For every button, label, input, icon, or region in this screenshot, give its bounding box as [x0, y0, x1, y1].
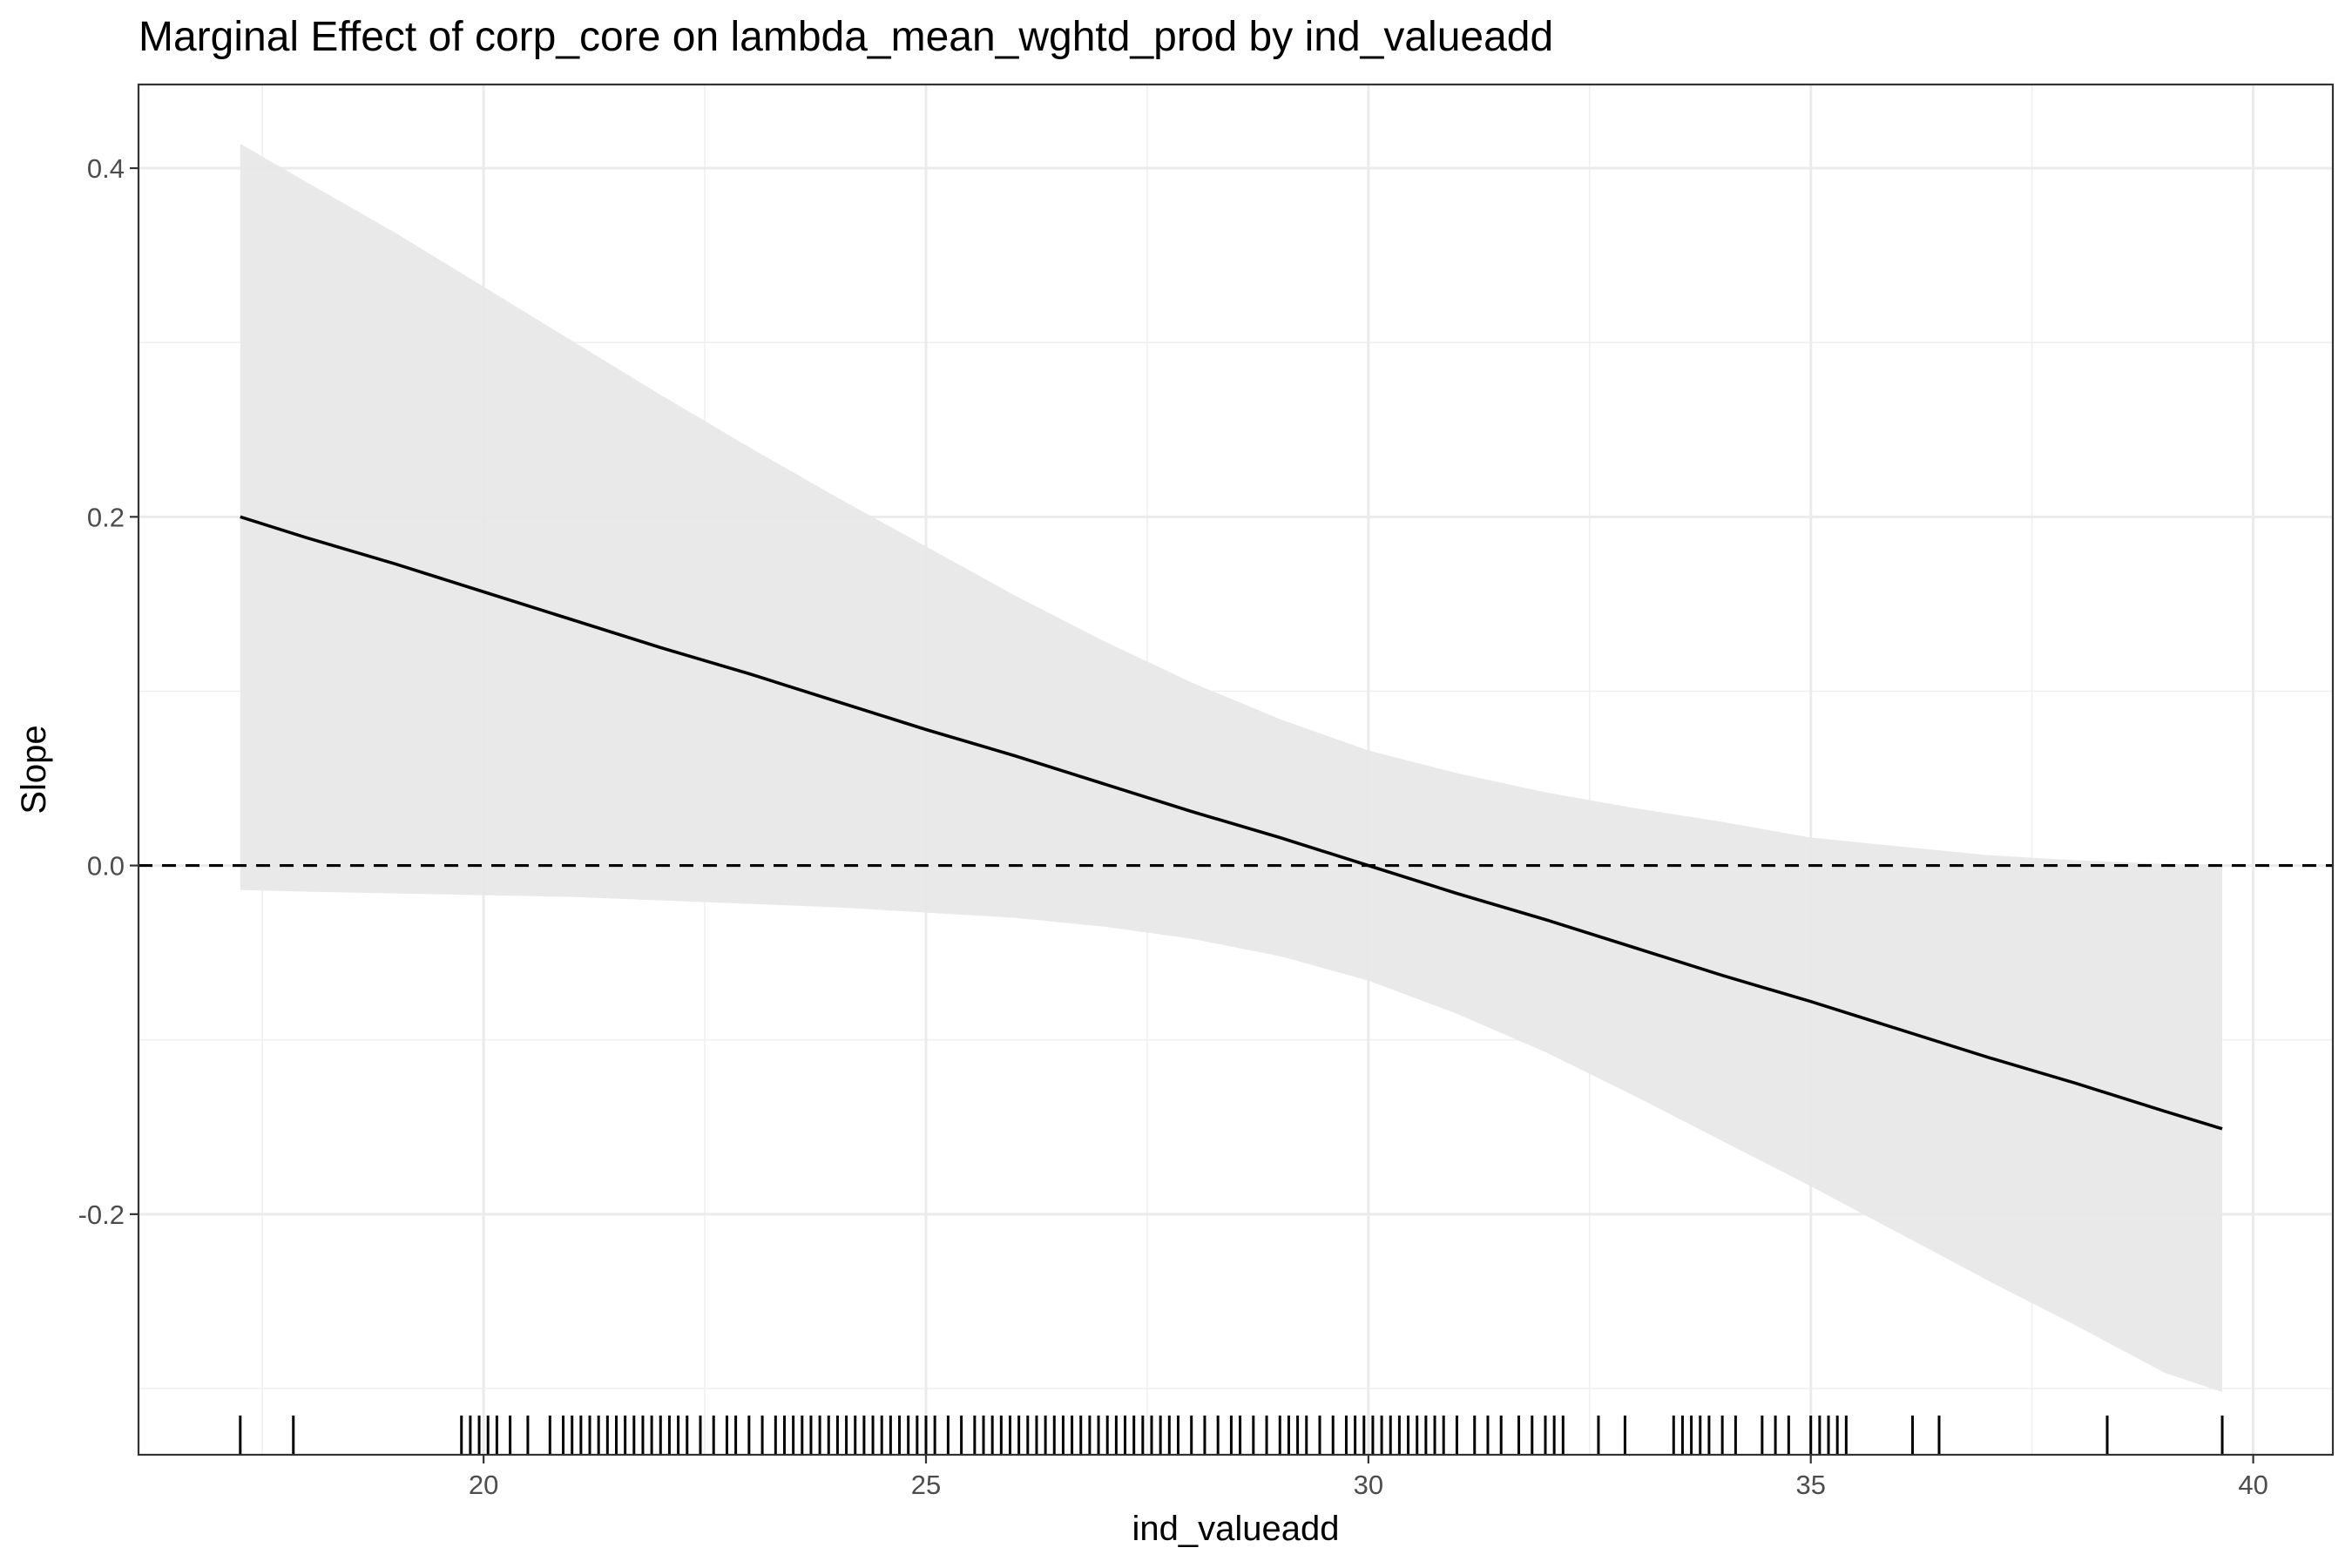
- y-axis-title: Slope: [15, 725, 53, 814]
- panel-border: [137, 83, 2335, 1456]
- plot-panel: [137, 83, 2335, 1456]
- x-axis: 20 25 30 35 40: [469, 1455, 2268, 1500]
- x-tick-label: 25: [911, 1470, 941, 1500]
- confidence-band: [240, 144, 2222, 1392]
- x-tick-label: 30: [1354, 1470, 1383, 1500]
- x-tick-label: 20: [469, 1470, 498, 1500]
- y-tick-label: -0.2: [78, 1200, 125, 1230]
- x-axis-title: ind_valueadd: [1132, 1510, 1340, 1548]
- y-tick-label: 0.2: [87, 502, 125, 532]
- marginal-effect-line: [240, 515, 2223, 1131]
- chart-title: Marginal Effect of corp_core on lambda_m…: [139, 14, 1553, 60]
- rug-marks: [239, 1416, 2224, 1455]
- x-tick-label: 35: [1795, 1470, 1825, 1500]
- y-axis: -0.2 0.0 0.2 0.4: [78, 153, 139, 1230]
- x-tick-label: 40: [2238, 1470, 2268, 1500]
- y-tick-label: 0.0: [87, 851, 125, 882]
- y-tick-label: 0.4: [87, 153, 125, 184]
